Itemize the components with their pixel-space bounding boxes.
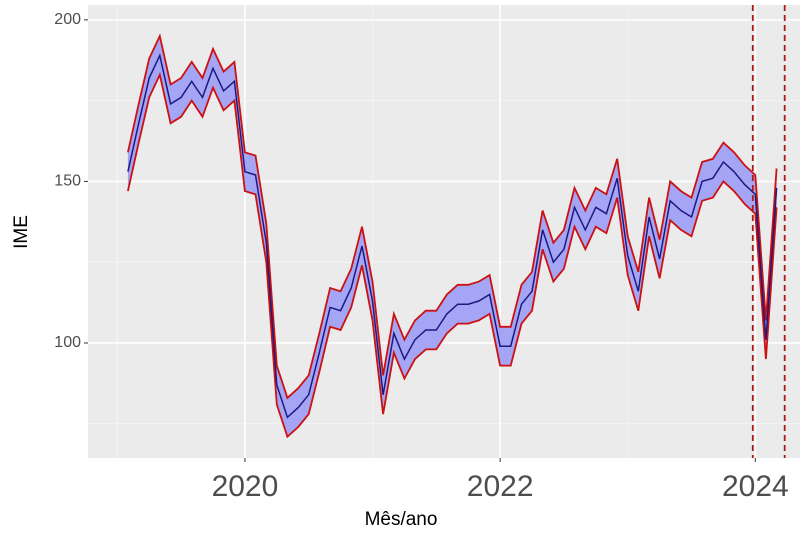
lower-bound-line bbox=[127, 72, 778, 439]
y-tick-label: 100 bbox=[54, 334, 81, 351]
y-tick-label: 150 bbox=[54, 173, 81, 190]
x-tick-label: 2020 bbox=[212, 470, 279, 503]
upper-bound-line bbox=[127, 33, 778, 400]
x-tick-label: 2024 bbox=[722, 470, 789, 503]
x-tick-label: 2022 bbox=[467, 470, 534, 503]
y-tick-label: 200 bbox=[54, 11, 81, 28]
x-axis-label: Mês/ano bbox=[365, 509, 438, 530]
y-axis-label: IME bbox=[11, 215, 32, 249]
ime-line bbox=[127, 53, 778, 419]
